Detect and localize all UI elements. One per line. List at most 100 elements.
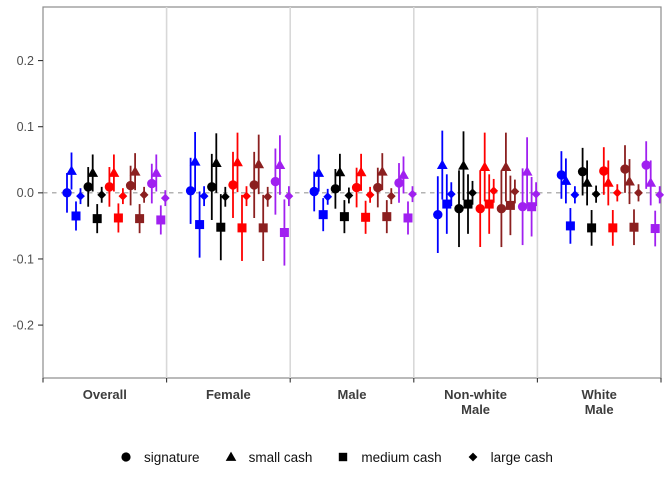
point-marker-diamond: [263, 192, 273, 202]
point-marker-circle: [373, 182, 383, 193]
point-marker-circle: [394, 178, 404, 188]
point-marker-square: [237, 223, 247, 233]
point-marker-circle: [185, 186, 196, 196]
legend-label: signature: [144, 449, 200, 465]
point-marker-square: [608, 223, 618, 233]
point-marker-triangle: [602, 177, 614, 187]
point-marker-triangle: [87, 167, 99, 177]
y-tick-label: -0.1: [12, 252, 34, 266]
point-marker-triangle: [189, 156, 201, 166]
point-marker-diamond: [160, 193, 170, 203]
point-marker-diamond: [612, 188, 622, 198]
point-marker-circle: [228, 180, 238, 190]
point-marker-circle: [620, 164, 630, 174]
legend-item-small-cash: small cash: [224, 449, 313, 465]
point-marker-circle: [249, 180, 259, 190]
point-marker-square: [113, 213, 123, 223]
point-marker-circle: [454, 204, 464, 214]
point-marker-triangle: [581, 177, 593, 187]
point-marker-triangle: [355, 166, 367, 177]
point-marker-diamond: [284, 191, 294, 201]
point-marker-diamond: [591, 189, 601, 199]
point-marker-square: [403, 213, 413, 223]
point-marker-circle: [641, 160, 651, 170]
legend-circle-icon: [121, 452, 131, 462]
point-marker-circle: [125, 180, 136, 191]
point-marker-triangle: [458, 160, 469, 170]
legend-square-icon: [339, 452, 348, 462]
legend-item-medium-cash: medium cash: [336, 449, 442, 465]
point-marker-triangle: [253, 158, 265, 169]
legend-label: medium cash: [361, 449, 442, 465]
point-marker-circle: [351, 182, 362, 193]
point-marker-square: [361, 212, 371, 222]
point-marker-diamond: [323, 192, 333, 202]
point-marker-diamond: [510, 187, 520, 196]
point-marker-diamond: [468, 188, 477, 198]
point-marker-triangle: [521, 166, 533, 176]
point-marker-square: [216, 222, 226, 232]
point-marker-circle: [517, 202, 528, 212]
point-marker-triangle: [334, 166, 346, 177]
legend-label: small cash: [248, 449, 313, 465]
point-marker-triangle: [500, 161, 512, 171]
legend-item-large-cash: large cash: [466, 450, 553, 465]
point-marker-square: [135, 214, 145, 224]
point-marker-square: [527, 202, 537, 212]
point-marker-circle: [475, 204, 485, 214]
y-tick-label: 0.1: [17, 120, 34, 134]
facet-label: Overall: [83, 387, 127, 402]
point-marker-triangle: [232, 156, 243, 167]
point-marker-diamond: [220, 192, 230, 202]
shape-legend: signature small cash medium cash large cash: [0, 442, 672, 472]
point-marker-circle: [83, 182, 93, 192]
point-marker-diamond: [97, 190, 107, 200]
point-marker-square: [587, 223, 597, 233]
point-marker-square: [258, 223, 268, 233]
point-marker-triangle: [129, 166, 141, 176]
point-marker-square: [71, 211, 81, 221]
point-marker-triangle: [436, 159, 448, 169]
point-marker-circle: [599, 166, 609, 176]
point-marker-square: [463, 199, 473, 209]
legend-triangle-icon: [225, 451, 236, 461]
facet-label: Male: [338, 387, 367, 402]
facet-label: Male: [585, 402, 614, 417]
point-marker-circle: [147, 178, 157, 189]
point-marker-triangle: [560, 175, 572, 185]
point-marker-square: [484, 199, 494, 209]
point-marker-diamond: [139, 190, 149, 200]
point-marker-diamond: [386, 191, 396, 201]
point-marker-triangle: [313, 167, 325, 177]
point-marker-diamond: [118, 191, 128, 201]
point-marker-square: [629, 222, 639, 232]
point-marker-circle: [556, 170, 567, 180]
point-marker-triangle: [376, 166, 388, 176]
point-marker-diamond: [531, 189, 541, 199]
point-marker-diamond: [76, 191, 85, 201]
legend-label: large cash: [490, 449, 553, 465]
point-marker-diamond: [655, 190, 665, 200]
point-marker-circle: [577, 166, 588, 177]
point-marker-diamond: [199, 191, 209, 201]
point-marker-triangle: [108, 167, 120, 177]
point-marker-circle: [496, 204, 507, 214]
point-marker-diamond: [570, 190, 580, 200]
point-marker-circle: [62, 188, 72, 198]
point-marker-circle: [330, 184, 341, 194]
point-marker-circle: [433, 209, 443, 220]
point-marker-triangle: [398, 169, 409, 179]
point-marker-square: [156, 215, 166, 225]
point-marker-diamond: [242, 191, 251, 201]
legend-diamond-icon: [468, 452, 478, 462]
point-marker-triangle: [274, 159, 286, 169]
point-marker-circle: [104, 182, 115, 192]
point-marker-square: [92, 214, 102, 224]
point-marker-diamond: [634, 188, 643, 198]
point-marker-diamond: [344, 191, 354, 200]
point-marker-square: [339, 212, 349, 222]
facet-label: Female: [206, 387, 251, 402]
y-tick-label: 0.2: [17, 54, 34, 68]
